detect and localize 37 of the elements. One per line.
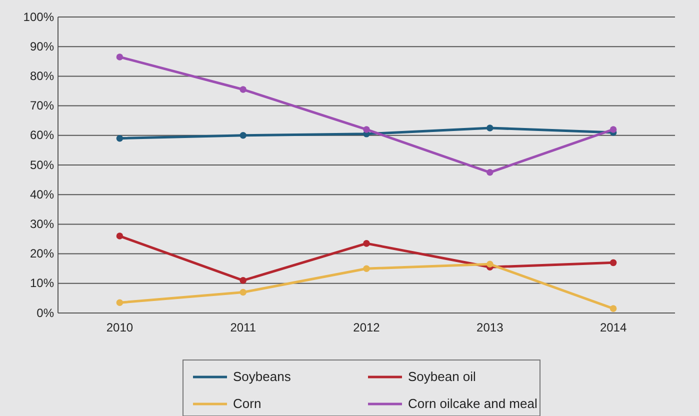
point [363,265,370,272]
y-tick-label: 80% [30,69,54,84]
legend-label: Soybean oil [408,369,476,384]
point [116,134,124,142]
y-tick-label: 100% [23,10,54,24]
point [363,240,370,247]
y-tick-label: 50% [30,158,54,172]
y-tick-label: 0% [36,306,54,320]
point [240,132,246,139]
point [116,232,124,240]
point [116,54,124,60]
point [363,126,370,133]
point [116,299,124,306]
x-tick-label: 2011 [230,320,256,335]
y-tick-label: 10% [30,276,54,290]
y-tick-label: 90% [30,39,54,54]
point [486,260,494,268]
x-tick-label: 2010 [106,320,134,335]
y-tick-label: 40% [30,187,54,202]
point [486,169,494,176]
x-tick-label: 2012 [353,320,380,335]
point [240,288,246,296]
point [610,259,617,266]
x-tick-label: 2013 [476,320,504,335]
point [610,126,617,133]
legend-label: Corn oilcake and meal [408,396,538,411]
y-tick-label: 20% [30,246,54,261]
legend-label: Corn [233,396,262,411]
y-tick-label: 70% [30,98,54,113]
y-tick-label: 30% [30,217,54,232]
y-tick-label: 60% [30,128,54,142]
x-tick-label: 2014 [600,320,627,335]
point [240,86,246,93]
point [610,305,617,312]
point [240,277,246,284]
legend-label: Soybeans [233,369,292,384]
point [486,124,494,132]
